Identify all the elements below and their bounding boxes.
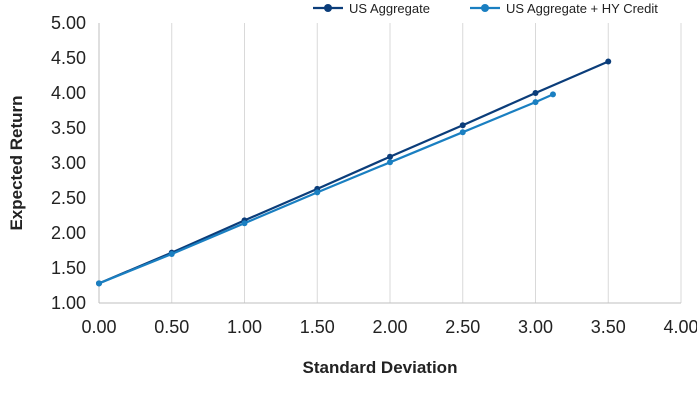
legend-swatch-marker (481, 4, 489, 12)
data-point (605, 58, 612, 65)
data-point (459, 129, 466, 136)
series-line (98, 93, 554, 285)
data-point (96, 280, 102, 287)
x-tick-labels: 0.00 0.50 1.00 1.50 2.00 2.50 3.00 3.50 4.00 (81, 317, 697, 337)
legend-label: US Aggregate (349, 1, 430, 16)
x-tick-label: 1.00 (227, 317, 262, 337)
y-tick-label: 5.00 (51, 13, 86, 33)
series-lines (96, 58, 612, 287)
x-tick-label: 3.00 (518, 317, 553, 337)
x-tick-label: 2.00 (372, 317, 407, 337)
x-tick-label: 0.00 (81, 317, 116, 337)
x-tick-label: 3.50 (591, 317, 626, 337)
legend-label: US Aggregate + HY Credit (506, 1, 658, 16)
axes (98, 23, 681, 304)
y-tick-label: 2.00 (51, 223, 86, 243)
data-point (314, 189, 321, 196)
x-axis-title: Standard Deviation (303, 358, 458, 377)
data-point (532, 90, 539, 96)
x-tick-label: 0.50 (154, 317, 189, 337)
data-point (387, 159, 393, 166)
data-point (532, 99, 539, 106)
data-point (387, 153, 393, 160)
y-tick-label: 4.50 (51, 48, 86, 68)
data-point (241, 220, 248, 227)
grid (171, 23, 682, 303)
y-tick-label: 2.50 (51, 188, 86, 208)
y-tick-label: 3.50 (51, 118, 86, 138)
series-line (98, 60, 609, 285)
data-point (459, 122, 466, 129)
data-point (549, 91, 556, 98)
y-tick-label: 3.00 (51, 153, 86, 173)
x-tick-label: 2.50 (445, 317, 480, 337)
x-tick-label: 4.00 (663, 317, 697, 337)
y-tick-label: 4.00 (51, 83, 86, 103)
y-tick-label: 1.00 (51, 293, 86, 313)
legend-swatch-marker (324, 4, 332, 12)
y-tick-labels: 1.00 1.50 2.00 2.50 3.00 3.50 4.00 4.50 5.00 (51, 13, 86, 313)
x-tick-label: 1.50 (300, 317, 335, 337)
y-axis-title: Expected Return (7, 95, 26, 230)
y-tick-label: 1.50 (51, 258, 86, 278)
data-point (168, 251, 175, 257)
legend: US Aggregate US Aggregate + HY Credit (313, 1, 658, 16)
